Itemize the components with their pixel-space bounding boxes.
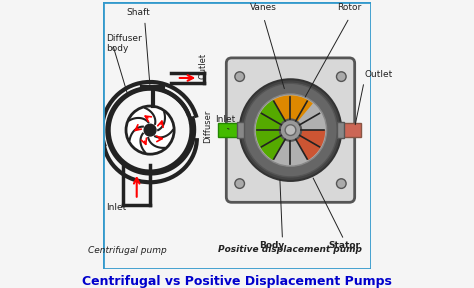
Circle shape <box>255 94 327 166</box>
Wedge shape <box>273 95 313 130</box>
Text: Outlet: Outlet <box>364 70 392 79</box>
Circle shape <box>144 124 156 136</box>
Text: Body: Body <box>259 241 284 250</box>
Bar <box>340 124 361 137</box>
Circle shape <box>244 83 337 177</box>
Wedge shape <box>255 100 291 160</box>
Circle shape <box>337 72 346 82</box>
Text: Centrifugal vs Positive Displacement Pumps: Centrifugal vs Positive Displacement Pum… <box>82 274 392 287</box>
Text: Stator: Stator <box>328 241 360 250</box>
Text: Diffuser: Diffuser <box>203 109 212 143</box>
Circle shape <box>280 120 301 141</box>
Bar <box>337 122 344 138</box>
Text: Rotor: Rotor <box>337 3 362 12</box>
Circle shape <box>126 106 174 154</box>
Text: Shaft: Shaft <box>126 8 150 17</box>
Text: Inlet: Inlet <box>215 115 235 124</box>
Text: Inlet: Inlet <box>106 203 126 212</box>
Text: Outlet: Outlet <box>198 52 207 79</box>
Text: Centrifugal pump: Centrifugal pump <box>88 246 167 255</box>
Circle shape <box>240 79 341 181</box>
Text: Positive displacement pump: Positive displacement pump <box>219 245 363 254</box>
Bar <box>219 124 240 137</box>
Text: Diffuser
body: Diffuser body <box>106 34 142 53</box>
Text: Vanes: Vanes <box>250 3 277 12</box>
Circle shape <box>235 72 245 82</box>
Circle shape <box>337 179 346 188</box>
Circle shape <box>235 179 245 188</box>
Bar <box>237 122 244 138</box>
Wedge shape <box>291 130 325 160</box>
Circle shape <box>285 125 296 135</box>
FancyBboxPatch shape <box>226 58 355 202</box>
